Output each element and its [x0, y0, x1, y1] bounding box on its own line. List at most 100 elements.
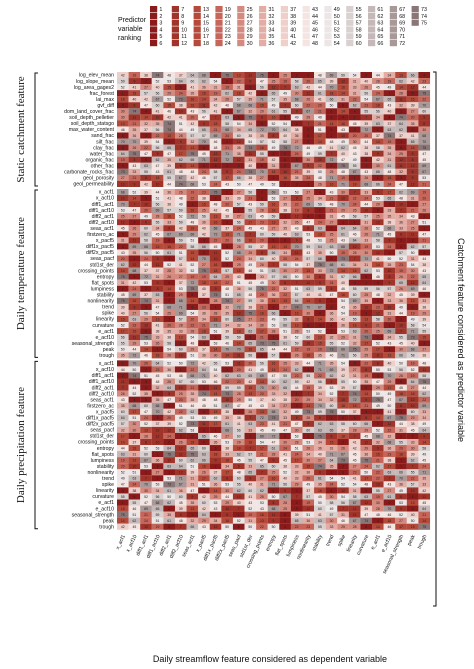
heatmap-cell	[302, 303, 315, 310]
heatmap-cell	[360, 156, 373, 163]
heatmap-cell	[163, 255, 176, 262]
cell-value: 1	[261, 196, 263, 200]
cell-value: 52	[399, 257, 403, 261]
heatmap-cell	[279, 213, 291, 220]
heatmap-cell	[406, 174, 419, 181]
legend-swatch-63	[368, 19, 376, 26]
cell-value: 37	[225, 227, 229, 231]
heatmap-cell	[383, 261, 396, 268]
cell-value: 9	[168, 227, 170, 231]
heatmap-cell	[163, 72, 176, 79]
heatmap-cell	[337, 249, 349, 256]
cell-value: 43	[388, 483, 392, 487]
heatmap-cell	[232, 207, 245, 214]
heatmap-cell	[232, 188, 245, 196]
heatmap-cell	[418, 231, 431, 238]
heatmap-cell	[360, 132, 373, 139]
heatmap-cell	[198, 303, 210, 310]
cell-value: 51	[422, 221, 426, 225]
heatmap-cell	[163, 207, 176, 214]
heatmap-cell	[279, 360, 291, 367]
cell-value: 31	[121, 281, 125, 285]
heatmap-cell	[174, 213, 187, 220]
heatmap-cell	[232, 378, 245, 385]
cell-value: 7	[307, 392, 309, 396]
row-label: std1st_der	[90, 434, 114, 440]
heatmap-cell	[406, 303, 419, 310]
cell-value: 65	[167, 146, 171, 150]
heatmap-cell	[360, 340, 373, 347]
cell-value: 45	[353, 459, 357, 463]
cell-value: 47	[422, 233, 426, 237]
cell-value: 29	[376, 202, 380, 206]
cell-value: 61	[318, 92, 322, 96]
heatmap-cell	[418, 132, 431, 139]
cell-value: 75	[167, 452, 171, 456]
legend-swatch-12	[171, 40, 179, 47]
heatmap-cell	[302, 237, 315, 244]
cell-value: 46	[167, 110, 171, 114]
heatmap-cell	[325, 352, 338, 359]
cell-value: 19	[295, 208, 299, 212]
cell-value: 1	[388, 348, 390, 352]
heatmap-cell	[163, 378, 176, 385]
heatmap-cell	[232, 180, 245, 187]
column-labels: x_acf1x_acf10diff1_acf1diff1_acf10diff2_…	[115, 534, 428, 575]
cell-value: 28	[295, 440, 299, 444]
heatmap-cell	[302, 279, 315, 286]
heatmap-cell	[360, 255, 373, 262]
cell-value: 8	[133, 104, 135, 108]
heatmap-cell	[302, 340, 315, 347]
cell-value: 26	[295, 354, 299, 358]
cell-value: 70	[388, 507, 392, 511]
cell-value: 62	[132, 519, 136, 523]
heatmap-cell	[186, 231, 199, 238]
cell-value: 5	[331, 128, 333, 132]
heatmap-cell	[174, 346, 187, 353]
heatmap-cell	[221, 346, 233, 353]
heatmap-cell	[198, 231, 210, 238]
cell-value: 62	[411, 245, 415, 249]
heatmap-cell	[360, 261, 373, 268]
cell-value: 59	[318, 287, 322, 291]
cell-value: 20	[179, 398, 183, 402]
cell-value: 29	[260, 110, 264, 114]
heatmap-cell	[186, 297, 199, 304]
row-label: x_acf1	[99, 190, 114, 196]
heatmap-cell	[290, 156, 303, 163]
heatmap-cell	[186, 156, 199, 163]
cell-value: 27	[121, 176, 125, 180]
row-label: diff2_acf10	[89, 220, 114, 226]
cell-value: 2	[400, 434, 402, 438]
cell-value: 65	[399, 281, 403, 285]
heatmap-cell	[186, 138, 199, 145]
heatmap-cell	[186, 273, 199, 280]
cell-value: 62	[144, 233, 148, 237]
cell-value: 61	[167, 519, 171, 523]
cell-value: 19	[225, 85, 229, 89]
cell-value: 47	[190, 489, 194, 493]
legend-swatch-32	[259, 12, 267, 19]
heatmap-cell	[128, 297, 141, 304]
heatmap-cell	[140, 279, 152, 286]
heatmap-cell	[198, 225, 210, 232]
legend-number: 6	[159, 41, 162, 47]
heatmap-cell	[383, 273, 396, 280]
cell-value: 1	[168, 317, 170, 321]
heatmap-cell	[186, 84, 199, 91]
heatmap-cell	[128, 96, 141, 103]
heatmap-cell	[383, 225, 396, 232]
cell-value: 33	[272, 392, 276, 396]
heatmap-cell	[406, 261, 419, 268]
cell-value: 50	[376, 368, 380, 372]
heatmap-cell	[302, 384, 315, 391]
heatmap-cell	[140, 188, 152, 196]
legend-number: 56	[356, 14, 362, 20]
cell-value: 60	[272, 465, 276, 469]
heatmap-cell	[198, 366, 210, 373]
row-label: geol_permeability	[73, 182, 114, 188]
heatmap-cell	[325, 162, 338, 169]
heatmap-cell	[348, 180, 361, 187]
heatmap-cell	[337, 144, 349, 151]
heatmap-cell	[418, 346, 431, 353]
